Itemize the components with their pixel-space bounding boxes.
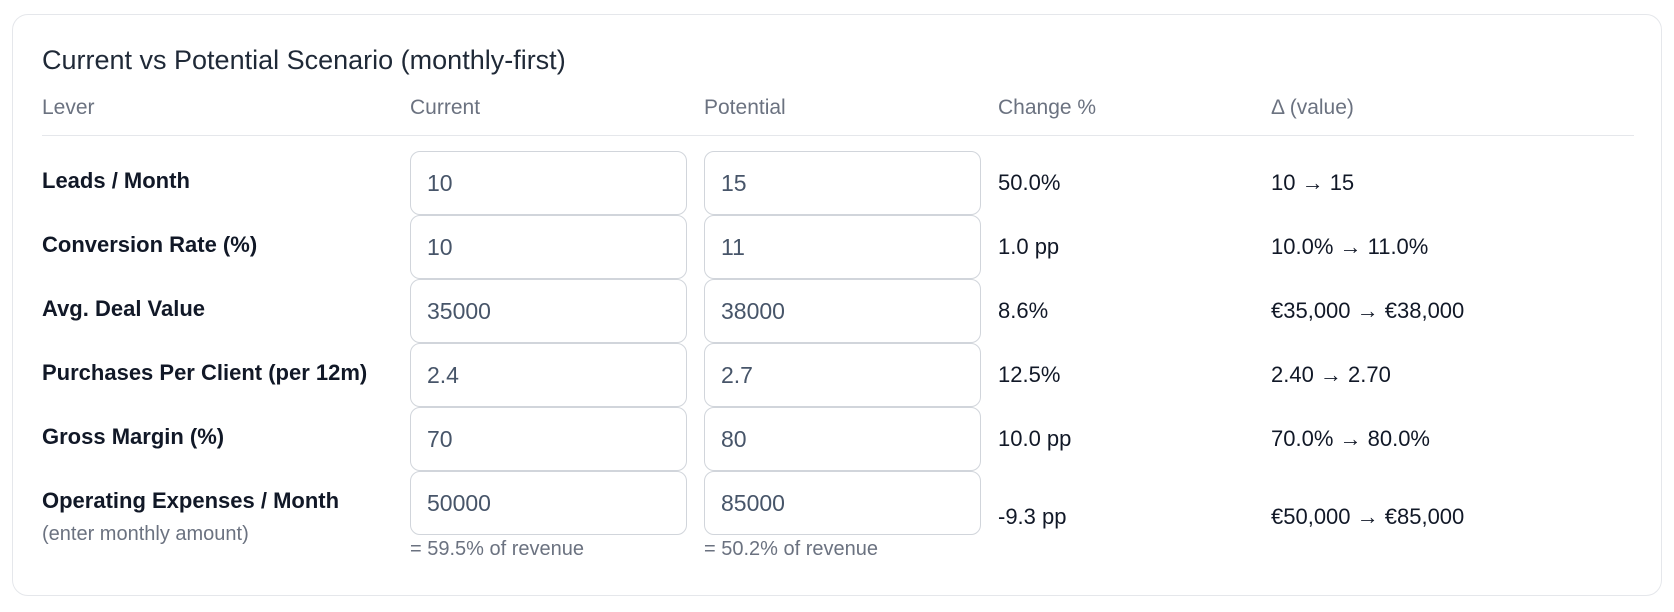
purchases-current-input[interactable] <box>410 343 687 407</box>
delta-value: 10 → 15 <box>1271 170 1355 195</box>
delta-value: €50,000 → €85,000 <box>1271 504 1465 529</box>
conversion-current-input[interactable] <box>410 215 687 279</box>
deal-value-potential-input[interactable] <box>704 279 981 343</box>
lever-note: (enter monthly amount) <box>42 523 249 545</box>
scenario-card: Current vs Potential Scenario (monthly-f… <box>12 14 1662 596</box>
delta-value: 2.40 → 2.70 <box>1271 362 1391 387</box>
purchases-potential-input[interactable] <box>704 343 981 407</box>
delta-value: €35,000 → €38,000 <box>1271 298 1465 323</box>
column-header-current: Current <box>410 96 481 119</box>
column-header-lever: Lever <box>42 96 95 119</box>
delta-value: 10.0% → 11.0% <box>1271 234 1429 259</box>
opex-current-hint: = 59.5% of revenue <box>410 538 585 560</box>
card-title: Current vs Potential Scenario (monthly-f… <box>42 45 566 75</box>
column-header-delta: Δ (value) <box>1271 96 1354 119</box>
table-row-gross-margin: Gross Margin (%) 10.0 pp 70.0% → 80.0% <box>13 407 1663 471</box>
column-header-change: Change % <box>998 96 1097 119</box>
lever-label: Operating Expenses / Month <box>42 488 340 513</box>
table-row-purchases-per-client: Purchases Per Client (per 12m) 12.5% 2.4… <box>13 343 1663 407</box>
table-row-leads: Leads / Month 50.0% 10 → 15 <box>13 151 1663 215</box>
delta-value: 70.0% → 80.0% <box>1271 426 1430 451</box>
opex-current-input[interactable] <box>410 471 687 535</box>
gross-margin-current-input[interactable] <box>410 407 687 471</box>
change-value: 12.5% <box>998 362 1061 387</box>
column-header-potential: Potential <box>704 96 786 119</box>
opex-potential-hint: = 50.2% of revenue <box>704 538 879 560</box>
table-row-conversion-rate: Conversion Rate (%) 1.0 pp 10.0% → 11.0% <box>13 215 1663 279</box>
change-value: 10.0 pp <box>998 426 1072 451</box>
gross-margin-potential-input[interactable] <box>704 407 981 471</box>
conversion-potential-input[interactable] <box>704 215 981 279</box>
change-value: 50.0% <box>998 170 1061 195</box>
table-row-avg-deal-value: Avg. Deal Value 8.6% €35,000 → €38,000 <box>13 279 1663 343</box>
lever-label: Avg. Deal Value <box>42 296 206 321</box>
leads-current-input[interactable] <box>410 151 687 215</box>
header-divider <box>42 135 1634 136</box>
change-value: -9.3 pp <box>998 504 1067 529</box>
change-value: 8.6% <box>998 298 1049 323</box>
deal-value-current-input[interactable] <box>410 279 687 343</box>
lever-label: Gross Margin (%) <box>42 424 225 449</box>
opex-potential-input[interactable] <box>704 471 981 535</box>
leads-potential-input[interactable] <box>704 151 981 215</box>
lever-label: Conversion Rate (%) <box>42 232 258 257</box>
table-row-operating-expenses: Operating Expenses / Month (enter monthl… <box>13 471 1663 567</box>
change-value: 1.0 pp <box>998 234 1060 259</box>
lever-label: Leads / Month <box>42 168 190 193</box>
lever-label: Purchases Per Client (per 12m) <box>42 360 368 385</box>
